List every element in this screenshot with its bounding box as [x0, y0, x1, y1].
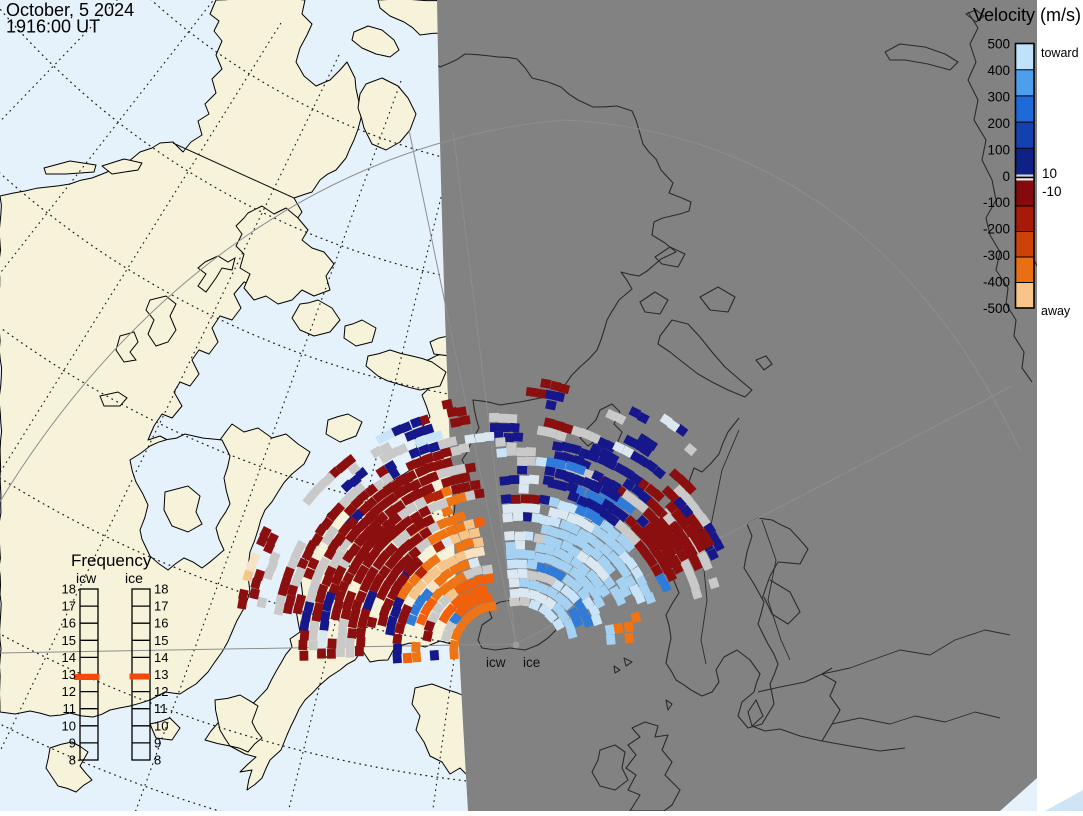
svg-text:200: 200: [987, 116, 1010, 131]
svg-text:12: 12: [154, 684, 168, 699]
svg-text:10: 10: [1042, 166, 1057, 181]
svg-text:11: 11: [63, 701, 77, 716]
svg-text:-500: -500: [983, 301, 1010, 316]
svg-text:-200: -200: [983, 222, 1010, 237]
svg-text:18: 18: [154, 582, 168, 597]
svg-text:October, 5 2024: October, 5 2024: [6, 0, 134, 20]
svg-text:8: 8: [69, 753, 76, 768]
svg-text:Velocity (m/s): Velocity (m/s): [973, 5, 1081, 25]
svg-text:1916:00 UT: 1916:00 UT: [6, 17, 100, 37]
svg-text:18: 18: [62, 582, 76, 597]
svg-text:17: 17: [62, 599, 76, 614]
svg-text:13: 13: [154, 667, 168, 682]
svg-text:17: 17: [154, 599, 168, 614]
svg-text:-300: -300: [983, 248, 1010, 263]
svg-text:icw: icw: [76, 570, 97, 586]
svg-text:10: 10: [154, 718, 168, 733]
svg-text:0: 0: [1002, 169, 1010, 184]
svg-text:9: 9: [69, 735, 76, 750]
svg-text:icw: icw: [486, 655, 506, 670]
svg-text:16: 16: [154, 616, 168, 631]
svg-text:11: 11: [154, 701, 168, 716]
svg-text:13: 13: [62, 667, 76, 682]
svg-text:14: 14: [62, 650, 76, 665]
svg-text:100: 100: [987, 142, 1010, 157]
svg-text:16: 16: [62, 616, 76, 631]
svg-text:ice: ice: [125, 570, 143, 586]
svg-text:12: 12: [62, 684, 76, 699]
svg-text:10: 10: [62, 718, 76, 733]
svg-text:14: 14: [154, 650, 168, 665]
svg-text:500: 500: [987, 37, 1010, 52]
svg-text:15: 15: [154, 633, 168, 648]
svg-text:toward: toward: [1041, 46, 1079, 60]
svg-text:away: away: [1041, 304, 1071, 318]
svg-text:ice: ice: [523, 655, 540, 670]
svg-text:-100: -100: [983, 195, 1010, 210]
svg-text:8: 8: [154, 753, 161, 768]
svg-text:300: 300: [987, 89, 1010, 104]
svg-text:400: 400: [987, 63, 1010, 78]
svg-text:Frequency: Frequency: [71, 551, 152, 570]
svg-text:15: 15: [62, 633, 76, 648]
svg-text:-10: -10: [1042, 184, 1062, 199]
svg-text:9: 9: [154, 735, 161, 750]
svg-text:-400: -400: [983, 275, 1010, 290]
